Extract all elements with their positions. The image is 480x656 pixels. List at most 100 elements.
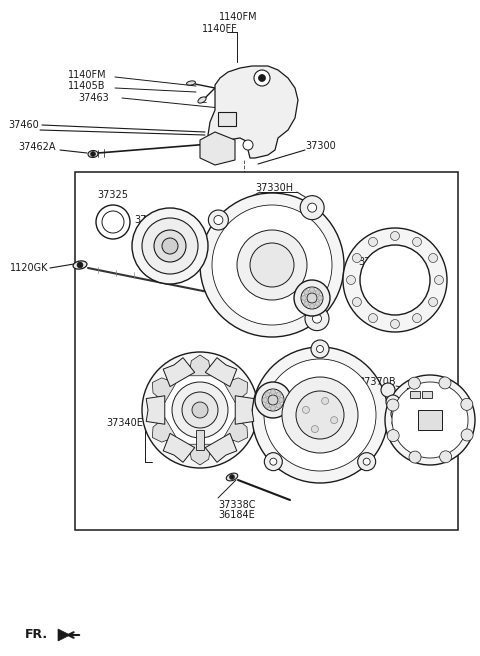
Circle shape xyxy=(300,195,324,220)
Circle shape xyxy=(386,395,400,409)
Circle shape xyxy=(294,280,330,316)
Circle shape xyxy=(192,402,208,418)
Circle shape xyxy=(265,392,270,397)
Text: 37340E: 37340E xyxy=(106,418,143,428)
Bar xyxy=(422,391,432,398)
Polygon shape xyxy=(163,434,195,462)
Circle shape xyxy=(412,237,421,247)
Bar xyxy=(196,430,204,450)
Circle shape xyxy=(392,403,400,411)
Text: 37334: 37334 xyxy=(294,271,325,281)
Circle shape xyxy=(208,210,228,230)
Text: 37463: 37463 xyxy=(78,93,109,103)
Circle shape xyxy=(271,390,276,394)
Circle shape xyxy=(132,208,208,284)
Polygon shape xyxy=(200,132,235,165)
Circle shape xyxy=(352,253,361,262)
Circle shape xyxy=(360,245,430,315)
Polygon shape xyxy=(189,444,211,465)
Circle shape xyxy=(369,237,377,247)
Circle shape xyxy=(259,75,265,81)
Circle shape xyxy=(408,377,420,389)
Circle shape xyxy=(214,216,223,224)
Ellipse shape xyxy=(88,150,98,157)
Circle shape xyxy=(392,419,400,427)
Ellipse shape xyxy=(187,81,195,85)
Circle shape xyxy=(363,458,370,465)
Text: 37460: 37460 xyxy=(8,120,39,130)
Circle shape xyxy=(369,314,377,323)
Polygon shape xyxy=(146,396,165,424)
Circle shape xyxy=(316,346,324,352)
Circle shape xyxy=(312,426,318,432)
Text: 37370B: 37370B xyxy=(358,377,396,387)
Circle shape xyxy=(162,238,178,254)
Circle shape xyxy=(461,429,473,441)
Bar xyxy=(75,172,458,530)
Circle shape xyxy=(347,276,356,285)
Circle shape xyxy=(308,203,317,212)
Circle shape xyxy=(252,347,388,483)
Ellipse shape xyxy=(73,261,87,269)
Circle shape xyxy=(358,453,376,470)
Circle shape xyxy=(243,140,253,150)
Polygon shape xyxy=(205,358,237,386)
Circle shape xyxy=(265,403,270,408)
Circle shape xyxy=(77,262,83,268)
Circle shape xyxy=(302,406,310,413)
Polygon shape xyxy=(189,355,211,376)
Polygon shape xyxy=(224,417,248,442)
Circle shape xyxy=(268,395,278,405)
Bar xyxy=(407,388,435,408)
Polygon shape xyxy=(208,66,298,158)
Circle shape xyxy=(172,382,228,438)
Circle shape xyxy=(310,304,314,308)
Polygon shape xyxy=(205,434,237,462)
Circle shape xyxy=(264,359,376,471)
Circle shape xyxy=(385,375,475,465)
Circle shape xyxy=(270,458,277,465)
Circle shape xyxy=(352,298,361,306)
Circle shape xyxy=(276,403,281,408)
Circle shape xyxy=(304,301,309,306)
Circle shape xyxy=(343,228,447,332)
Circle shape xyxy=(155,365,245,455)
Circle shape xyxy=(391,407,405,421)
Circle shape xyxy=(331,417,337,424)
Text: 36184E: 36184E xyxy=(218,510,255,520)
Circle shape xyxy=(440,451,452,463)
Circle shape xyxy=(264,453,282,470)
Circle shape xyxy=(250,243,294,287)
Circle shape xyxy=(282,377,358,453)
Circle shape xyxy=(317,295,323,300)
Circle shape xyxy=(305,306,329,331)
Circle shape xyxy=(182,392,218,428)
Circle shape xyxy=(262,389,284,411)
Circle shape xyxy=(301,287,323,309)
Circle shape xyxy=(142,218,198,274)
Bar xyxy=(218,112,236,126)
Circle shape xyxy=(307,293,317,303)
Text: 37462A: 37462A xyxy=(18,142,56,152)
Circle shape xyxy=(312,314,322,323)
Circle shape xyxy=(387,430,399,441)
Polygon shape xyxy=(224,378,248,403)
Circle shape xyxy=(276,392,281,397)
Text: 37342: 37342 xyxy=(202,383,233,393)
Circle shape xyxy=(434,276,444,285)
Bar xyxy=(410,391,420,398)
Circle shape xyxy=(310,287,314,293)
Polygon shape xyxy=(152,378,176,403)
Circle shape xyxy=(429,298,438,306)
Circle shape xyxy=(304,290,309,295)
Circle shape xyxy=(387,399,399,411)
Circle shape xyxy=(96,205,130,239)
Text: 37390B: 37390B xyxy=(388,392,425,402)
Circle shape xyxy=(315,290,320,295)
Text: 37330H: 37330H xyxy=(255,183,293,193)
Circle shape xyxy=(409,451,421,463)
Polygon shape xyxy=(235,396,254,424)
Circle shape xyxy=(255,382,291,418)
Text: 37300: 37300 xyxy=(305,141,336,151)
Circle shape xyxy=(154,230,186,262)
